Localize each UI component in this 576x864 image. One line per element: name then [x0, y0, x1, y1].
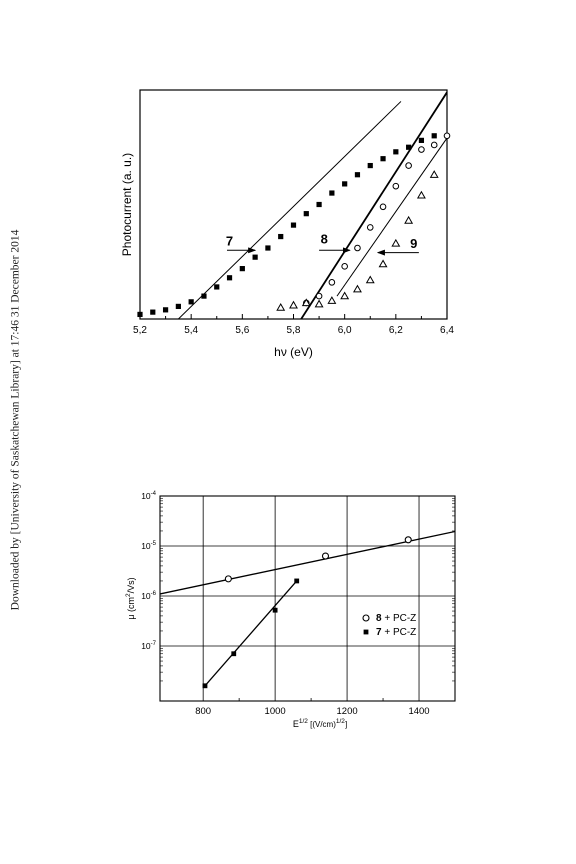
series-7-point-0	[202, 683, 208, 689]
annotation-label-8: 8	[321, 231, 328, 246]
series-8-point-2	[404, 536, 412, 544]
series-7-point-20	[393, 149, 399, 155]
series-8-point-6	[379, 203, 387, 211]
plot2-frame	[159, 495, 456, 702]
y-axis-label: μ (cm2/Vs)	[125, 577, 136, 619]
x-tick-label-5: 6,2	[389, 325, 403, 336]
series-9-point-3	[314, 299, 324, 308]
series-7-point-23	[431, 133, 437, 139]
series-7-point-0	[137, 311, 143, 318]
series-7-point-8	[239, 266, 245, 272]
series-8-point-11	[443, 132, 451, 140]
series-9-point-11	[416, 190, 426, 199]
series-7-point-3	[175, 303, 181, 310]
x-axis-label: hν (eV)	[274, 345, 313, 359]
series-8-point-10	[430, 141, 438, 149]
annotation-label-9: 9	[410, 236, 417, 251]
series-7-point-15	[329, 190, 335, 196]
series-8-point-1	[315, 292, 323, 300]
series-7-point-18	[367, 162, 373, 169]
series-9-point-5	[340, 291, 350, 300]
series-8-point-5	[366, 224, 374, 231]
plot2-area	[160, 530, 455, 687]
series-9-point-0	[276, 302, 286, 311]
y-axis-label: Photocurrent (a. u.)	[120, 153, 134, 256]
fit-line-7	[178, 101, 402, 319]
x-axis-label: E1/2 [(V/cm)1/2]	[293, 718, 347, 729]
series-7-point-14	[316, 201, 322, 208]
y-tick-label-1: 10-5	[141, 541, 156, 551]
series-8-point-3	[341, 263, 348, 270]
legend-label-8: 8 + PC-Z	[376, 613, 416, 624]
series-7-point-1	[231, 651, 237, 657]
series-7-point-19	[380, 156, 386, 162]
x-tick-label-1: 5,4	[184, 325, 198, 336]
series-9-point-9	[391, 238, 401, 247]
series-7-point-6	[214, 284, 220, 290]
series-7-point-10	[265, 245, 271, 251]
fit-line-8	[300, 91, 447, 319]
series-8-point-7	[392, 182, 400, 190]
series-7-point-7	[226, 275, 233, 281]
x-tick-label-3: 1400	[408, 706, 429, 717]
x-tick-label-2: 5,6	[235, 325, 249, 336]
series-7-point-13	[303, 211, 309, 217]
y-tick-label-2: 10-6	[141, 591, 156, 601]
series-8-point-2	[328, 279, 336, 286]
series-7-point-16	[342, 181, 348, 187]
y-tick-label-0: 10-4	[141, 491, 156, 501]
series-8-point-9	[418, 146, 425, 153]
legend-label-7: 7 + PC-Z	[376, 627, 416, 638]
series-9-point-10	[404, 215, 414, 224]
series-7-point-4	[188, 299, 194, 305]
fit-line-9	[336, 137, 447, 297]
x-tick-label-0: 800	[195, 706, 211, 717]
series-9-point-8	[378, 259, 388, 268]
series-7-point-1	[150, 309, 156, 315]
series-8-point-0	[224, 575, 232, 583]
series-7-point-3	[294, 578, 300, 584]
series-9-point-12	[429, 170, 439, 178]
annotation-label-7: 7	[226, 234, 233, 249]
series-8-point-1	[321, 552, 330, 560]
photocurrent-chart: 5,2 5,4 5,6 5,8 6,0 6,2 6,4 hν (eV) Photocurrent…	[120, 89, 454, 359]
mobility-chart: 800 1000 1200 1400 10-4 10-5 10-6 10-7 8 + PC-Z 7…	[125, 491, 456, 729]
x-tick-label-6: 6,4	[440, 325, 454, 336]
series-7-point-2	[162, 307, 169, 313]
series-9-point-6	[352, 284, 362, 293]
x-tick-label-4: 6,0	[338, 325, 352, 336]
y-tick-label-3: 10-7	[141, 641, 156, 651]
series-8-point-4	[354, 244, 361, 252]
series-9-point-4	[327, 296, 337, 304]
series-7-point-11	[278, 233, 284, 240]
x-tick-label-0: 5,2	[133, 325, 147, 336]
x-tick-label-2: 1200	[337, 706, 358, 717]
series-7-point-9	[252, 254, 258, 260]
legend-marker-7	[363, 629, 369, 635]
fit-line-7	[204, 580, 298, 687]
series-7-point-5	[201, 293, 207, 299]
series-7-point-21	[406, 144, 412, 150]
series-7-point-17	[354, 172, 361, 178]
x-tick-label-1: 1000	[265, 706, 286, 717]
series-7-point-12	[290, 222, 297, 228]
series-9-point-7	[365, 275, 375, 284]
series-7-point-2	[272, 607, 278, 613]
series-9-point-2	[301, 298, 311, 307]
series-8-point-8	[405, 162, 412, 169]
legend-marker-8	[362, 614, 370, 622]
series-9-point-1	[289, 300, 298, 309]
plot1-area	[178, 91, 447, 319]
x-tick-label-3: 5,8	[287, 325, 301, 336]
series-7-point-22	[418, 137, 425, 143]
